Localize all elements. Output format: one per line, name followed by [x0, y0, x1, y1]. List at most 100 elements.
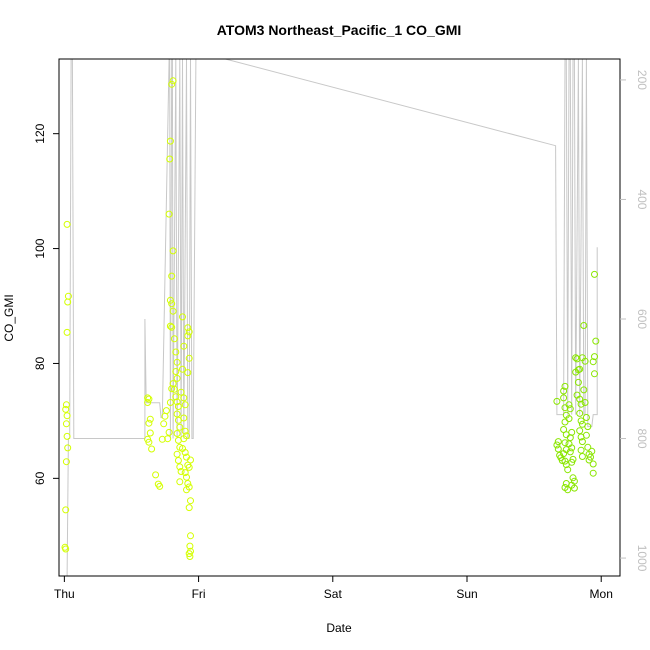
- data-point: [577, 400, 585, 408]
- data-point: [172, 368, 180, 375]
- data-point: [176, 423, 184, 431]
- data-point: [553, 397, 561, 405]
- data-point: [145, 438, 153, 446]
- y-axis: 60 80 100 120: [33, 123, 59, 485]
- x-tick-label: Fri: [192, 587, 206, 601]
- data-point: [180, 414, 188, 422]
- data-point: [572, 354, 580, 362]
- data-point: [145, 419, 153, 427]
- data-point: [554, 438, 562, 446]
- data-point: [185, 354, 193, 362]
- data-point: [568, 458, 576, 466]
- data-point: [574, 378, 582, 386]
- right-y-axis: 200 400 600 800 1000: [620, 70, 649, 572]
- x-tick-label: Mon: [590, 587, 613, 601]
- data-point: [560, 394, 568, 402]
- data-point: [185, 463, 193, 471]
- data-point: [166, 137, 174, 145]
- x-tick-label: Sun: [456, 587, 477, 601]
- data-point: [577, 446, 585, 454]
- y-tick-label: 100: [33, 238, 47, 258]
- data-point: [144, 394, 152, 402]
- data-point: [185, 550, 193, 558]
- data-point: [62, 420, 70, 428]
- data-point: [589, 469, 597, 477]
- data-point: [166, 155, 174, 163]
- data-point: [565, 401, 573, 409]
- data-point: [160, 420, 168, 428]
- right-y-tick-label: 800: [635, 429, 649, 449]
- data-point: [162, 407, 170, 415]
- data-point: [181, 401, 189, 409]
- data-point: [173, 358, 181, 366]
- data-point: [168, 300, 176, 308]
- data-point: [573, 355, 581, 363]
- data-point: [184, 369, 192, 377]
- data-point: [578, 438, 586, 446]
- data-point: [177, 468, 185, 475]
- data-point: [166, 322, 174, 330]
- data-point: [170, 385, 178, 393]
- data-point: [173, 398, 181, 406]
- data-point: [181, 449, 189, 456]
- data-point: [566, 405, 574, 413]
- right-y-tick-label: 400: [635, 189, 649, 209]
- data-point: [183, 473, 190, 481]
- data-point: [585, 456, 593, 464]
- data-point: [561, 382, 569, 390]
- data-point: [185, 504, 193, 512]
- data-point: [560, 387, 568, 395]
- data-point: [581, 357, 589, 365]
- x-axis: Thu Fri Sat Sun Mon: [54, 576, 613, 601]
- line-series-layer: [66, 58, 598, 577]
- data-point: [564, 466, 572, 474]
- data-point: [62, 545, 70, 553]
- data-point: [144, 399, 152, 406]
- data-point: [588, 447, 596, 455]
- data-point: [173, 410, 181, 418]
- data-point: [174, 457, 182, 464]
- data-point: [62, 458, 70, 466]
- data-point: [561, 457, 569, 465]
- data-point: [174, 403, 182, 410]
- data-point: [64, 444, 72, 452]
- data-point: [180, 342, 188, 350]
- y-axis-label: CO_GMI: [2, 294, 16, 341]
- data-point: [176, 478, 184, 486]
- data-point: [184, 480, 192, 487]
- data-point: [166, 296, 174, 304]
- data-point: [168, 80, 176, 88]
- data-point: [187, 497, 194, 505]
- data-point: [161, 412, 169, 420]
- x-tick-label: Thu: [54, 587, 75, 601]
- data-point: [591, 353, 598, 361]
- data-point: [184, 332, 192, 340]
- data-point: [566, 448, 574, 456]
- data-point: [569, 474, 577, 482]
- data-point: [181, 427, 189, 435]
- chart-title: ATOM3 Northeast_Pacific_1 CO_GMI: [217, 22, 462, 38]
- data-point: [558, 457, 566, 464]
- data-point: [584, 423, 592, 431]
- data-point: [62, 506, 70, 514]
- data-point: [168, 323, 176, 331]
- data-point: [181, 469, 189, 477]
- data-point: [63, 220, 71, 228]
- data-point: [173, 430, 181, 437]
- data-point: [584, 443, 592, 451]
- data-point: [580, 386, 588, 394]
- plot-frame: [58, 58, 621, 577]
- data-point: [592, 337, 600, 345]
- data-point: [566, 434, 574, 442]
- data-point: [568, 444, 576, 452]
- data-point: [146, 415, 154, 423]
- data-point: [166, 399, 174, 406]
- data-point: [146, 429, 154, 437]
- data-point: [173, 374, 181, 382]
- right-y-tick-label: 600: [635, 309, 649, 329]
- data-point: [184, 324, 192, 332]
- data-point: [576, 427, 584, 435]
- data-point: [168, 272, 176, 280]
- data-point: [581, 399, 589, 406]
- data-point: [148, 445, 156, 453]
